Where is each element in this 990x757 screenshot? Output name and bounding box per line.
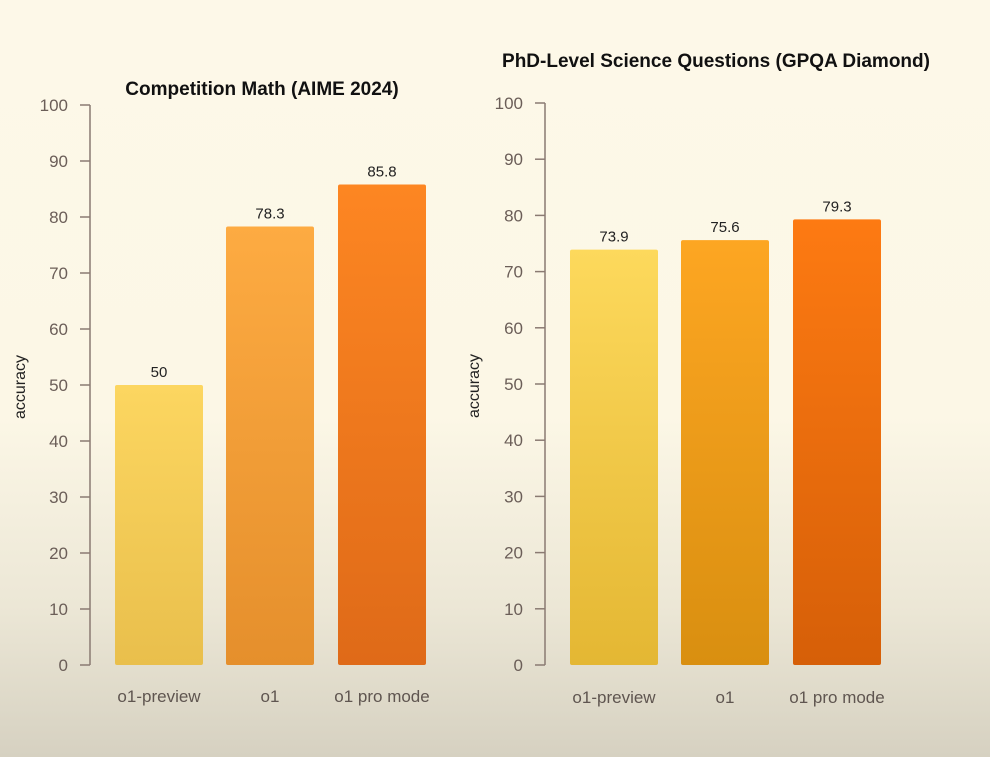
bar-value-label: 75.6 <box>710 219 739 236</box>
bar-value-label: 50 <box>151 364 168 381</box>
y-tick-label: 100 <box>40 96 68 115</box>
y-tick-label: 30 <box>504 487 523 506</box>
y-tick-label: 60 <box>49 320 68 339</box>
chart-1: Competition Math (AIME 2024) 0 10 20 30 40 50 6… <box>12 79 430 706</box>
bar-o1-pro-mode <box>338 184 426 665</box>
bar-value-label: 79.3 <box>822 198 851 215</box>
y-tick-label: 70 <box>49 264 68 283</box>
chart-title: Competition Math (AIME 2024) <box>125 79 398 100</box>
bar-value-label: 85.8 <box>367 164 396 181</box>
y-tick-label: 50 <box>49 376 68 395</box>
bar-o1 <box>226 226 314 665</box>
y-tick-label: 90 <box>49 152 68 171</box>
bar-o1-preview <box>115 385 203 665</box>
y-tick-label: 20 <box>49 544 68 563</box>
x-category-label: o1 <box>261 687 280 706</box>
y-tick-label: 60 <box>504 319 523 338</box>
y-tick-label: 40 <box>504 431 523 450</box>
y-tick-label: 50 <box>504 375 523 394</box>
y-tick-label: 80 <box>49 208 68 227</box>
x-category-label: o1-preview <box>117 687 201 706</box>
y-tick-label: 100 <box>495 94 523 113</box>
y-tick-label: 80 <box>504 206 523 225</box>
y-tick-label: 10 <box>49 600 68 619</box>
bar-value-label: 78.3 <box>255 206 284 223</box>
y-tick-label: 90 <box>504 150 523 169</box>
y-tick-label: 40 <box>49 432 68 451</box>
y-tick-label: 10 <box>504 600 523 619</box>
x-category-label: o1 pro mode <box>334 687 429 706</box>
chart-title: PhD-Level Science Questions (GPQA Diamon… <box>502 51 930 72</box>
chart-2: PhD-Level Science Questions (GPQA Diamon… <box>466 51 930 707</box>
y-tick-label: 70 <box>504 263 523 282</box>
y-axis-label: accuracy <box>466 354 483 418</box>
y-tick-label: 0 <box>514 656 523 675</box>
bar-o1-pro-mode <box>793 219 881 666</box>
y-tick-label: 20 <box>504 544 523 563</box>
x-category-label: o1-preview <box>572 688 656 707</box>
bar-o1 <box>681 240 769 666</box>
y-tick-label: 30 <box>49 488 68 507</box>
x-category-label: o1 <box>716 688 735 707</box>
y-axis-label: accuracy <box>12 355 29 419</box>
bar-value-label: 73.9 <box>599 229 628 246</box>
y-tick-label: 0 <box>59 656 68 675</box>
bar-o1-preview <box>570 249 658 665</box>
x-category-label: o1 pro mode <box>789 688 884 707</box>
